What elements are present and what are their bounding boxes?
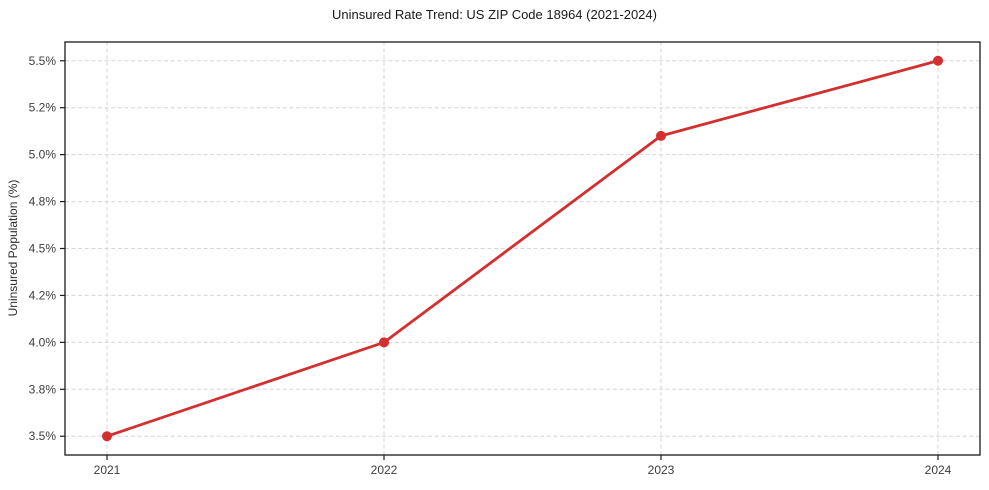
y-tick-label: 5.5%	[29, 54, 57, 68]
y-tick-label: 5.0%	[29, 148, 57, 162]
trend-line	[105, 59, 940, 438]
y-tick-label: 4.2%	[29, 288, 57, 302]
y-tick-label: 5.2%	[29, 101, 57, 115]
y-tick-label: 4.5%	[29, 242, 57, 256]
x-tick-label: 2022	[371, 463, 398, 477]
x-tick-label: 2023	[648, 463, 675, 477]
y-tick-label: 4.8%	[29, 195, 57, 209]
y-tick-label: 4.0%	[29, 335, 57, 349]
data-point	[379, 337, 389, 348]
data-point	[933, 55, 943, 66]
y-tick-label: 3.5%	[29, 429, 57, 443]
data-point	[656, 130, 666, 141]
y-tick-label: 3.8%	[29, 382, 57, 396]
data-point	[102, 431, 112, 442]
x-tick-label: 2021	[94, 463, 121, 477]
chart-title: Uninsured Rate Trend: US ZIP Code 18964 …	[332, 7, 657, 22]
x-tick-label: 2024	[925, 463, 952, 477]
